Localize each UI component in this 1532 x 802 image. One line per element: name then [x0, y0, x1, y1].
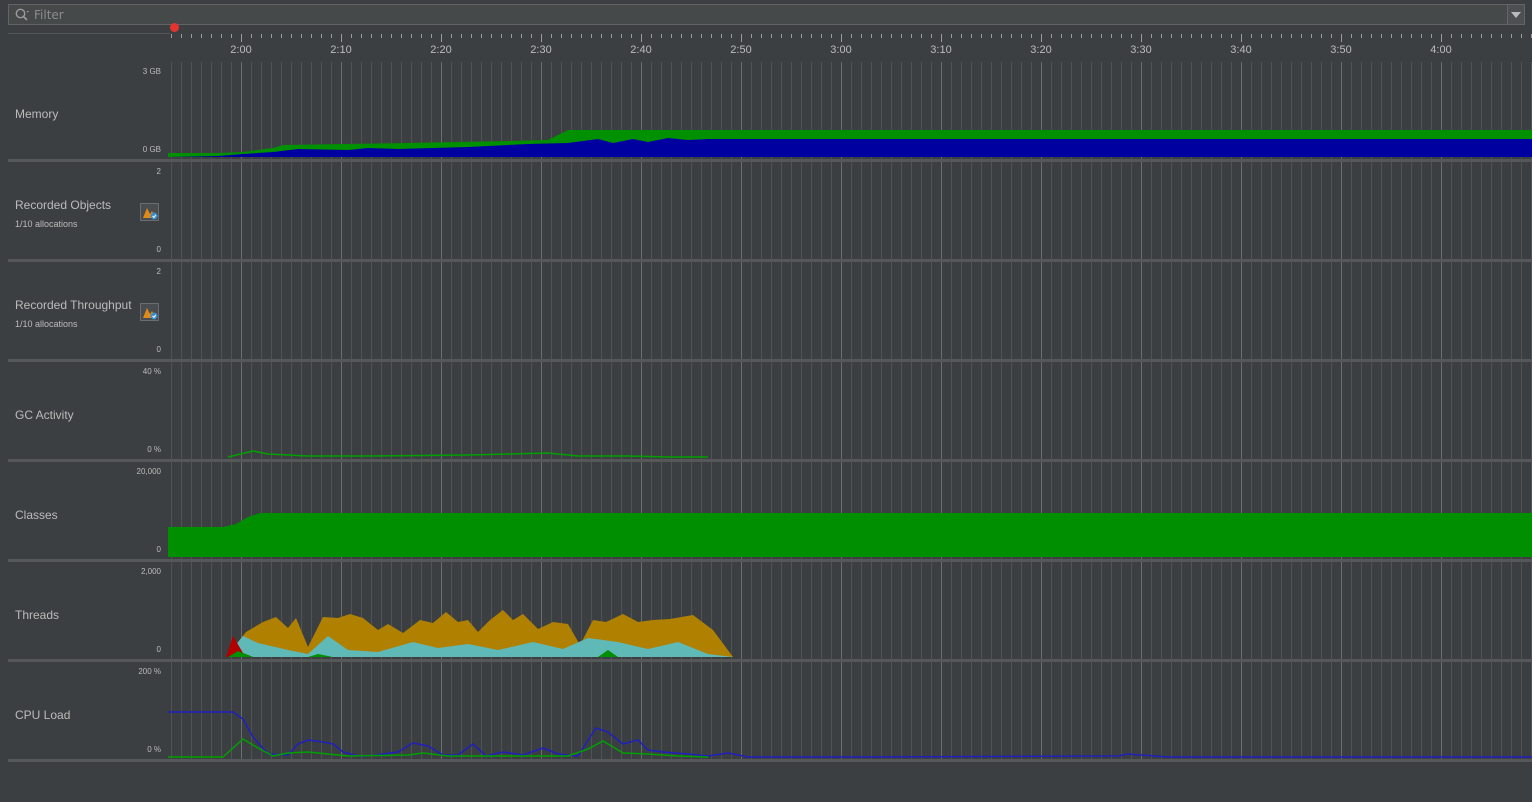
filter-input[interactable]: [34, 6, 1504, 23]
cpu-process-line: [168, 711, 1532, 758]
time-tick-label: 3:40: [1230, 44, 1252, 56]
time-tick-label: 3:20: [1030, 44, 1052, 56]
axis-min-recorded-objects: 0: [156, 245, 161, 254]
axis-max-cpu-load: 200 %: [138, 667, 161, 676]
axis-max-threads: 2,000: [140, 567, 161, 576]
row-classes[interactable]: Classes 20,000 0: [0, 462, 1532, 562]
recorded-throughput-chart[interactable]: [168, 262, 1532, 360]
axis-max-memory: 3 GB: [142, 67, 161, 76]
time-tick-label: 3:10: [930, 44, 952, 56]
allocation-recording-icon[interactable]: [140, 203, 159, 221]
recorded-objects-chart[interactable]: [168, 162, 1532, 260]
row-separator: [8, 159, 1532, 162]
threads-chart[interactable]: [168, 562, 1532, 660]
row-threads[interactable]: Threads 2,000 0: [0, 562, 1532, 662]
filter-bar: [8, 4, 1525, 25]
row-label-recorded-throughput: Recorded Throughput: [15, 298, 132, 312]
axis-min-threads: 0: [156, 645, 161, 654]
row-separator: [8, 559, 1532, 562]
row-gc-activity[interactable]: GC Activity 40 % 0 %: [0, 362, 1532, 462]
memory-chart[interactable]: [168, 62, 1532, 160]
row-separator: [8, 759, 1532, 762]
time-tick-label: 2:30: [530, 44, 552, 56]
timeline-ruler[interactable]: 2:00 2:10 2:20 2:30 2:40 2:50 3:00 3:10 3:20 3:30…: [168, 26, 1532, 64]
row-recorded-objects[interactable]: Recorded Objects 1/10 allocations 2 0: [0, 162, 1532, 262]
time-tick-label: 3:00: [830, 44, 852, 56]
classes-chart[interactable]: [168, 462, 1532, 560]
axis-min-memory: 0 GB: [142, 145, 161, 154]
axis-max-classes: 20,000: [136, 467, 161, 476]
cpu-gc-line: [168, 738, 709, 758]
search-icon[interactable]: [14, 7, 30, 23]
row-memory[interactable]: Memory 3 GB 0 GB: [0, 62, 1532, 162]
row-subtitle-recorded-objects: 1/10 allocations: [15, 219, 78, 229]
row-label-memory: Memory: [15, 107, 59, 121]
classes-area: [168, 513, 1532, 557]
axis-min-gc-activity: 0 %: [147, 445, 161, 454]
chevron-down-icon[interactable]: [1507, 5, 1524, 24]
axis-max-recorded-throughput: 2: [156, 267, 161, 276]
time-tick-label: 2:10: [330, 44, 352, 56]
row-label-threads: Threads: [15, 608, 60, 622]
row-separator: [8, 459, 1532, 462]
recording-indicator-icon: [170, 23, 179, 32]
allocation-recording-icon[interactable]: [140, 303, 159, 321]
row-label-recorded-objects: Recorded Objects: [15, 198, 112, 212]
axis-min-recorded-throughput: 0: [156, 345, 161, 354]
row-label-cpu-load: CPU Load: [15, 708, 71, 722]
axis-max-gc-activity: 40 %: [142, 367, 161, 376]
axis-min-cpu-load: 0 %: [147, 745, 161, 754]
row-separator: [8, 659, 1532, 662]
time-tick-label: 2:40: [630, 44, 652, 56]
time-tick-label: 2:20: [430, 44, 452, 56]
memory-used-area: [168, 138, 1532, 157]
row-separator: [8, 359, 1532, 362]
gc-activity-line: [227, 450, 708, 458]
row-label-gc-activity: GC Activity: [15, 408, 74, 422]
threads-blocked-area: [226, 636, 253, 657]
time-tick-label: 4:00: [1430, 44, 1452, 56]
time-tick-label: 2:00: [230, 44, 252, 56]
gc-activity-chart[interactable]: [168, 362, 1532, 460]
time-tick-label: 3:50: [1330, 44, 1352, 56]
timeline-ticks: [171, 34, 1532, 42]
row-cpu-load[interactable]: CPU Load 200 % 0 %: [0, 662, 1532, 762]
row-recorded-throughput[interactable]: Recorded Throughput 1/10 allocations 2 0: [0, 262, 1532, 362]
row-subtitle-recorded-throughput: 1/10 allocations: [15, 319, 78, 329]
time-tick-label: 2:50: [730, 44, 752, 56]
row-separator: [8, 259, 1532, 262]
row-label-classes: Classes: [15, 508, 58, 522]
cpu-load-chart[interactable]: [168, 662, 1532, 760]
filter-divider: [8, 33, 170, 34]
axis-min-classes: 0: [156, 545, 161, 554]
axis-max-recorded-objects: 2: [156, 167, 161, 176]
time-tick-label: 3:30: [1130, 44, 1152, 56]
